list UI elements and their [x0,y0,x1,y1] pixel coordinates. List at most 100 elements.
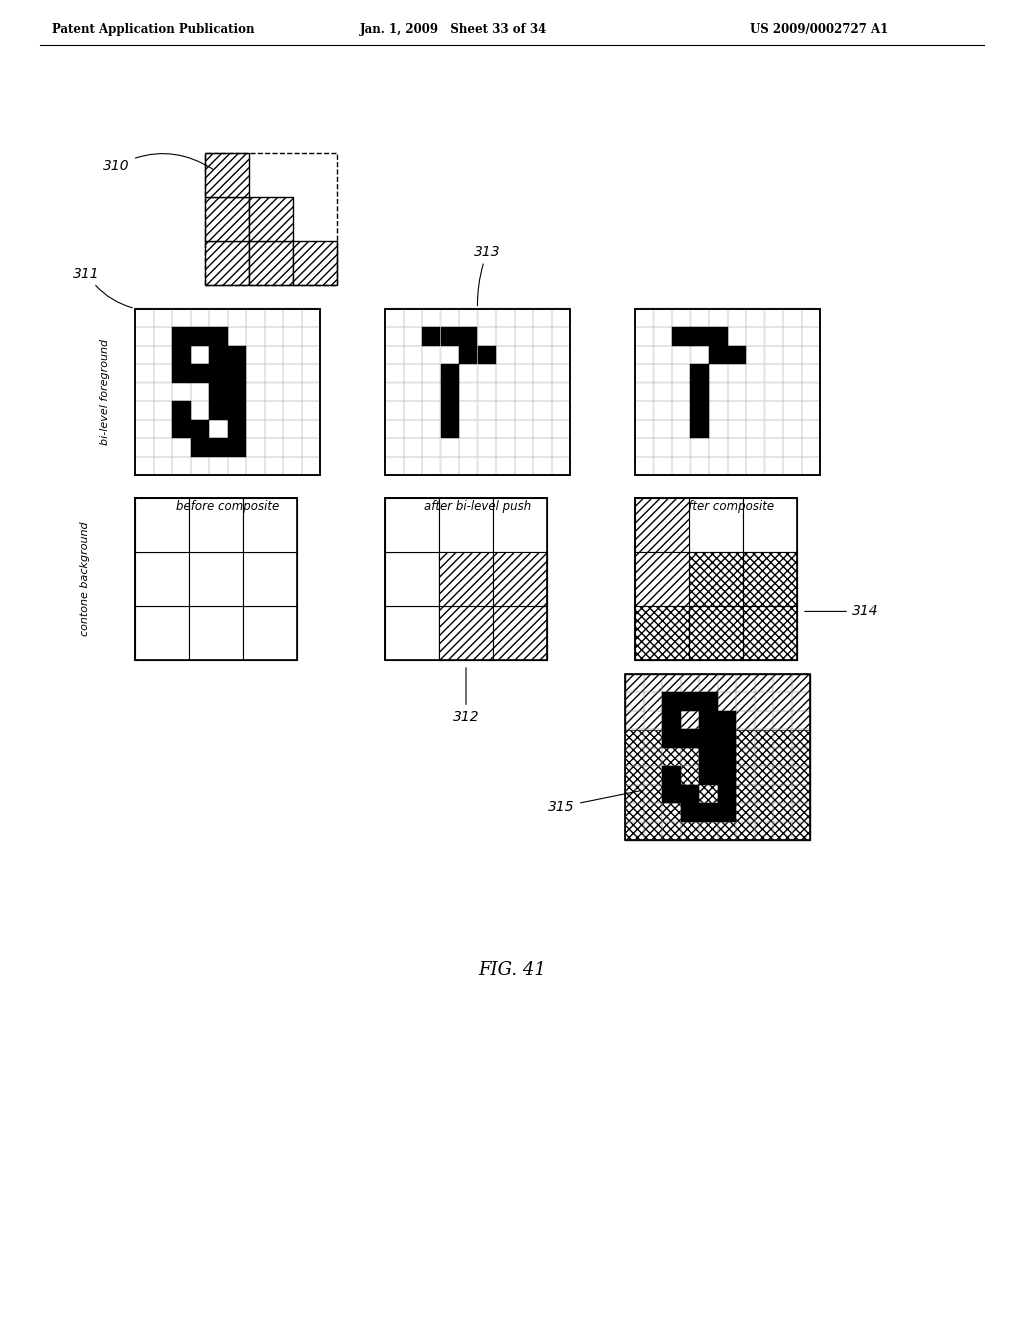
Bar [699,821,718,840]
Bar [385,457,403,475]
Bar [746,309,765,327]
Bar [534,327,552,346]
Bar [681,692,699,710]
Bar [755,729,773,747]
Bar [243,552,297,606]
Bar [135,346,154,364]
Bar [154,438,172,457]
Bar [672,346,690,364]
Bar [662,747,681,766]
Bar [792,747,810,766]
Bar [552,457,570,475]
Bar [189,606,243,660]
Bar [135,309,319,475]
Bar [690,438,709,457]
Bar [792,692,810,710]
Text: 314: 314 [805,605,879,618]
Bar [709,383,727,401]
Bar [209,438,227,457]
Bar [699,747,718,766]
Bar [440,364,459,383]
Bar [264,364,283,383]
Bar [802,438,820,457]
Bar [496,401,514,420]
Bar [783,401,802,420]
Bar [534,457,552,475]
Bar [773,692,792,710]
Bar [690,346,709,364]
Bar [662,766,681,784]
Bar [681,747,699,766]
Bar [301,457,319,475]
Bar [699,710,718,729]
Bar [699,766,718,784]
Bar [773,729,792,747]
Bar [496,438,514,457]
Bar [477,401,496,420]
Bar [422,420,440,438]
Bar [249,197,293,242]
Bar [765,346,783,364]
Bar [135,606,189,660]
Bar [403,364,422,383]
Bar [209,401,227,420]
Bar [422,364,440,383]
Bar [727,420,746,438]
Bar [459,364,477,383]
Bar [773,747,792,766]
Bar [459,401,477,420]
Text: Jan. 1, 2009   Sheet 33 of 34: Jan. 1, 2009 Sheet 33 of 34 [360,22,547,36]
Bar [635,401,653,420]
Bar [135,327,154,346]
Bar [209,309,227,327]
Bar [643,784,662,803]
Bar [773,710,792,729]
Bar [385,498,547,660]
Bar [135,309,154,327]
Bar [246,401,264,420]
Bar [227,364,246,383]
Bar [662,784,681,803]
Bar [440,346,459,364]
Bar [653,383,672,401]
Bar [190,401,209,420]
Bar [205,242,249,285]
Text: contone background: contone background [80,521,90,636]
Bar [246,438,264,457]
Bar [227,401,246,420]
Bar [643,803,662,821]
Bar [172,383,190,401]
Bar [802,383,820,401]
Bar [746,346,765,364]
Bar [496,420,514,438]
Bar [718,747,736,766]
Bar [773,784,792,803]
Bar [699,729,718,747]
Bar [783,309,802,327]
Bar [403,309,422,327]
Bar [385,401,403,420]
Bar [534,309,552,327]
Bar [690,420,709,438]
Bar [440,327,459,346]
Bar [773,803,792,821]
Bar [154,346,172,364]
Bar [552,364,570,383]
Bar [246,457,264,475]
Text: 315: 315 [549,791,641,813]
Bar [190,364,209,383]
Bar [743,552,797,606]
Bar [154,364,172,383]
Bar [689,606,743,660]
Bar [736,692,755,710]
Bar [459,346,477,364]
Bar [493,606,547,660]
Bar [477,309,496,327]
Bar [765,420,783,438]
Bar [293,242,337,285]
Bar [625,673,810,840]
Bar [699,692,718,710]
Bar [635,498,689,552]
Bar [385,498,547,660]
Bar [681,692,699,710]
